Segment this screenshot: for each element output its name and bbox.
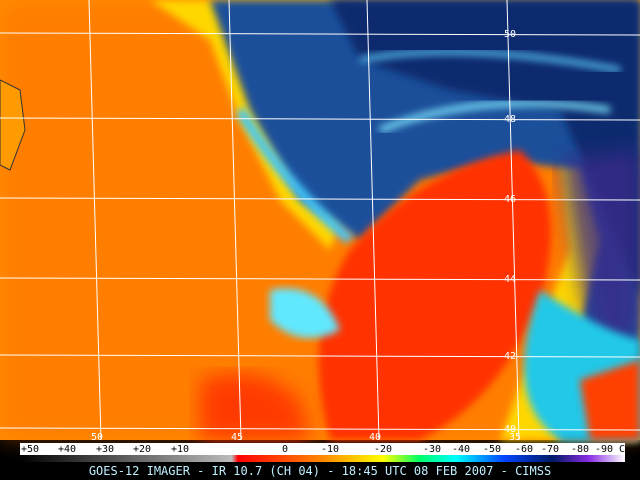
lat-line: [0, 427, 640, 431]
lon-label: 45: [231, 432, 243, 443]
colorbar-label: -40: [452, 444, 470, 455]
lat-lon-grid: [0, 0, 640, 441]
lat-label: 40: [504, 424, 516, 435]
lat-label: 50: [504, 29, 516, 40]
lat-line: [0, 32, 640, 36]
colorbar-label: -30: [423, 444, 441, 455]
lon-line: [88, 0, 102, 441]
lat-line: [0, 354, 640, 358]
colorbar-label: -20: [374, 444, 392, 455]
colorbar-label: -70: [541, 444, 559, 455]
lat-label: 48: [504, 114, 516, 125]
colorbar-label: -10: [321, 444, 339, 455]
colorbar-label: -80: [571, 444, 589, 455]
colorbar-label: +20: [133, 444, 151, 455]
colorbar-label: -90 C: [595, 444, 625, 455]
lon-line: [366, 0, 380, 441]
lat-label: 42: [504, 351, 516, 362]
lat-line: [0, 117, 640, 121]
lat-line: [0, 277, 640, 281]
imagery: [0, 0, 640, 440]
lon-line: [506, 0, 520, 441]
colorbar-label: 0: [282, 444, 288, 455]
colorbar-label-strip: [20, 443, 625, 455]
caption: GOES-12 IMAGER - IR 10.7 (CH 04) - 18:45…: [89, 464, 551, 478]
lon-label: 50: [91, 432, 103, 443]
lat-line: [0, 197, 640, 201]
lon-line: [228, 0, 242, 441]
lon-label: 35: [509, 432, 521, 443]
colorbar-label: +50: [21, 444, 39, 455]
colorbar: [20, 455, 625, 462]
lat-label: 46: [504, 194, 516, 205]
lon-label: 40: [369, 432, 381, 443]
colorbar-label: +40: [58, 444, 76, 455]
lat-label: 44: [504, 274, 516, 285]
colorbar-label: -60: [515, 444, 533, 455]
colorbar-label: +30: [96, 444, 114, 455]
colorbar-label: -50: [483, 444, 501, 455]
colorbar-label: +10: [171, 444, 189, 455]
